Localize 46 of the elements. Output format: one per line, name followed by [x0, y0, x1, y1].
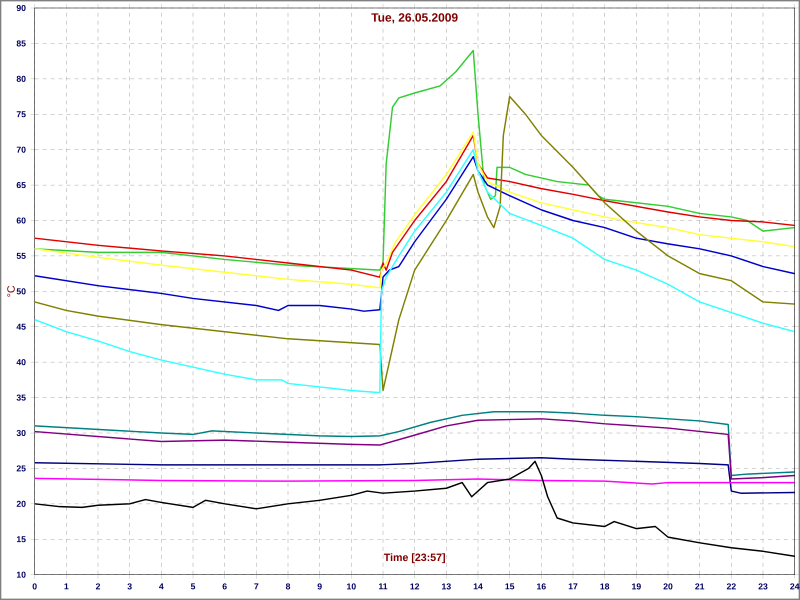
x-axis-title: Time [23:57] [384, 553, 445, 564]
x-tick-label: 5 [190, 583, 196, 590]
y-tick-label: 20 [16, 500, 26, 507]
x-tick-label: 8 [286, 583, 290, 590]
x-tick-label: 14 [474, 583, 483, 590]
x-tick-label: 6 [222, 583, 227, 590]
y-tick-label: 25 [16, 465, 26, 472]
y-tick-label: 80 [16, 76, 26, 82]
x-tick-label: 19 [632, 583, 641, 590]
x-tick-label: 22 [726, 583, 736, 590]
y-tick-label: 85 [16, 40, 26, 46]
x-tick-label: 4 [159, 583, 164, 590]
x-tick-label: 20 [663, 583, 672, 590]
x-tick-label: 10 [347, 583, 356, 590]
line-series [34, 156, 795, 312]
x-tick-label: 3 [127, 583, 132, 590]
y-tick-label: 65 [16, 182, 26, 188]
y-tick-label: 90 [16, 4, 26, 12]
y-tick-label: 55 [16, 252, 26, 259]
y-tick-label: 45 [16, 324, 26, 330]
x-tick-label: 21 [695, 583, 704, 590]
x-tick-label: 18 [600, 583, 610, 590]
x-tick-label: 13 [442, 583, 451, 590]
x-tick-label: 24 [790, 583, 800, 590]
chart-title: Tue, 26.05.2009 [371, 13, 458, 24]
x-tick-label: 16 [537, 583, 546, 590]
x-tick-label: 9 [318, 583, 322, 590]
y-tick-label: 70 [16, 146, 26, 153]
x-tick-label: 1 [64, 583, 68, 590]
x-tick-label: 11 [378, 583, 388, 590]
y-axis-title: °C [7, 286, 15, 297]
y-tick-label: 60 [16, 217, 26, 224]
x-tick-label: 0 [32, 583, 37, 590]
x-tick-label: 17 [568, 583, 578, 590]
y-tick-label: 15 [16, 536, 26, 542]
x-tick-label: 2 [96, 583, 100, 590]
x-tick-label: 7 [254, 583, 258, 590]
y-tick-label: 35 [16, 394, 26, 401]
x-tick-label: 23 [758, 583, 768, 590]
y-tick-label: 30 [16, 430, 26, 436]
y-tick-label: 40 [16, 359, 26, 366]
y-tick-label: 10 [16, 572, 26, 578]
y-tick-label: 50 [16, 288, 26, 294]
x-tick-label: 12 [410, 583, 420, 590]
x-tick-label: 15 [505, 583, 514, 590]
y-tick-label: 75 [16, 111, 26, 118]
